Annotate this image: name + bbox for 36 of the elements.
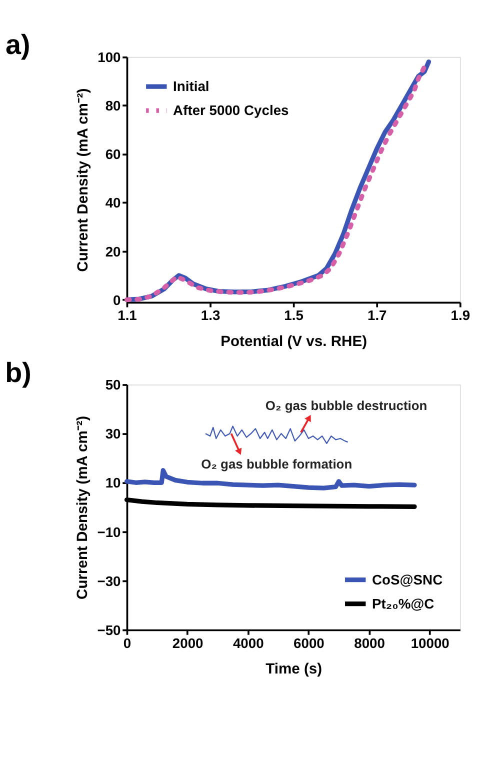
x-tick-label: 1.5	[284, 307, 304, 324]
chart-title: a)	[6, 29, 30, 60]
x-tick-label: 1.9	[450, 307, 470, 324]
x-tick-label: 1.1	[118, 307, 138, 324]
y-axis-title: Current Density (mA cm⁻²)	[75, 416, 92, 600]
y-tick-label: −30	[97, 572, 122, 589]
legend-label: Pt₂₀%@C	[372, 595, 434, 612]
chart-title: b)	[5, 356, 32, 388]
legend-label: After 5000 Cycles	[173, 102, 290, 118]
y-tick-label: 30	[105, 426, 122, 442]
y-tick-label: 40	[105, 194, 122, 211]
x-tick-label: 6000	[294, 634, 325, 651]
annotation: O₂ gas bubble destruction	[265, 398, 428, 414]
y-tick-label: 50	[105, 376, 122, 393]
y-axis-title: Current Density (mA cm⁻²)	[75, 88, 92, 272]
y-tick-label: 0	[113, 292, 122, 308]
x-tick-label: 1.3	[200, 307, 220, 324]
x-tick-label: 10000	[410, 634, 450, 651]
y-tick-label: 60	[105, 146, 122, 162]
x-axis-title: Potential (V vs. RHE)	[220, 334, 368, 350]
x-tick-label: 2000	[172, 634, 204, 651]
y-tick-label: 10	[105, 474, 122, 491]
legend-label: CoS@SNC	[372, 571, 443, 588]
y-tick-label: −10	[97, 524, 122, 540]
x-axis-title: Time (s)	[266, 662, 322, 678]
line-series	[204, 426, 348, 444]
annotation: O₂ gas bubble formation	[201, 456, 352, 472]
x-tick-label: 1.7	[367, 307, 388, 324]
y-tick-label: 20	[105, 243, 122, 260]
y-tick-label: 100	[98, 49, 122, 66]
y-tick-label: 80	[105, 98, 122, 114]
legend-label: Initial	[173, 78, 210, 94]
x-tick-label: 0	[123, 634, 132, 651]
y-tick-label: −50	[97, 622, 122, 638]
x-tick-label: 8000	[354, 634, 386, 651]
x-tick-label: 4000	[232, 634, 264, 651]
